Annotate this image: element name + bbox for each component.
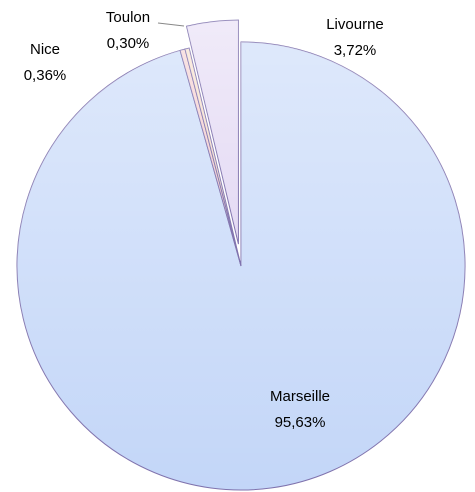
slice-label: Livourne	[326, 16, 384, 33]
slice-label: Toulon	[106, 9, 150, 26]
slice-shade	[180, 49, 241, 266]
slice-value: 3,72%	[334, 42, 377, 59]
slice-value: 0,30%	[107, 35, 150, 52]
leader-line	[157, 22, 185, 27]
slice-label: Marseille	[270, 388, 330, 405]
slice-value: 0,36%	[24, 67, 67, 84]
slice-label: Nice	[30, 41, 60, 58]
slice-shade	[185, 48, 241, 266]
slice-value: 95,63%	[275, 414, 326, 431]
slice-shade	[186, 20, 239, 245]
